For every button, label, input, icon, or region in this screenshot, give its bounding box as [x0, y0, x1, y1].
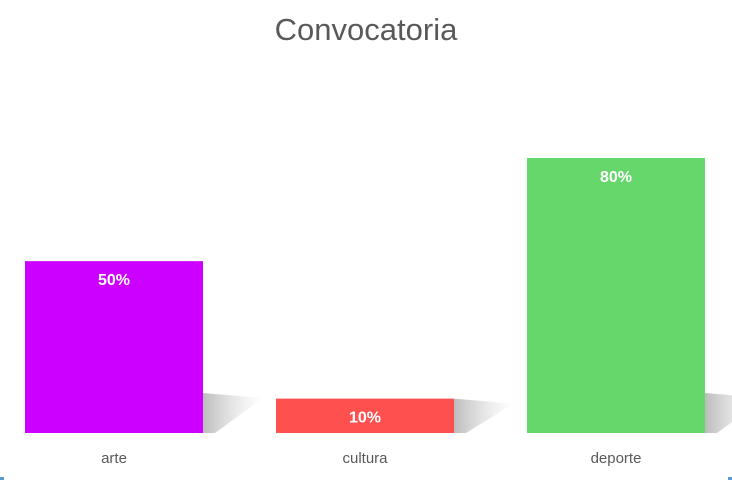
frame-corner-right — [728, 477, 732, 480]
category-label-arte: arte — [101, 450, 127, 467]
bar-shadow-arte — [203, 393, 263, 433]
category-label-cultura: cultura — [342, 450, 388, 467]
data-label-deporte: 80% — [600, 169, 632, 186]
bar-shadow-deporte — [705, 393, 732, 433]
data-label-arte: 50% — [98, 272, 130, 289]
bar-arte — [25, 261, 203, 433]
bar-deporte — [527, 158, 705, 433]
chart-title: Convocatoria — [274, 12, 458, 47]
data-label-cultura: 10% — [349, 410, 381, 427]
frame-corner-left — [0, 477, 4, 480]
category-axis: arte cultura deporte — [101, 450, 641, 467]
category-label-deporte: deporte — [591, 450, 642, 467]
bar-shadows — [203, 393, 732, 433]
bar-cultura — [276, 398, 454, 433]
bar-shadow-cultura — [454, 398, 514, 433]
bars — [25, 158, 705, 433]
data-labels: 50% 10% 80% — [98, 169, 632, 427]
